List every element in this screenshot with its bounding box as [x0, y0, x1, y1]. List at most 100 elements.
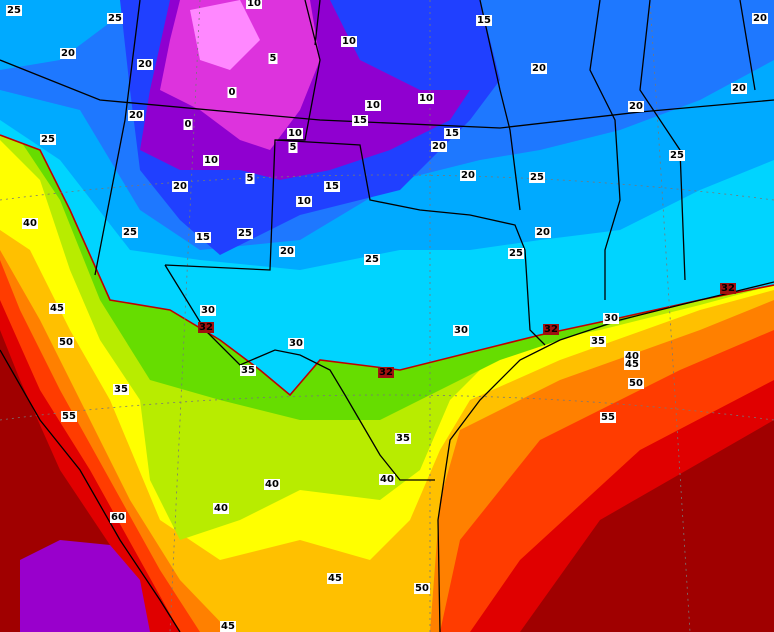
- label-box: [444, 128, 460, 139]
- label-box: [122, 227, 138, 238]
- contour-label: 25: [508, 248, 524, 259]
- contour-value: 15: [477, 15, 491, 26]
- contour-label: 25: [122, 227, 138, 238]
- contour-label: 10: [296, 196, 312, 207]
- contour-label: 45: [220, 621, 236, 632]
- label-box: [628, 101, 644, 112]
- contour-label: 40: [624, 351, 640, 362]
- contour-value: 15: [445, 128, 459, 139]
- label-box: [172, 181, 188, 192]
- contour-label: 40: [264, 479, 280, 490]
- label-box: [60, 48, 76, 59]
- label-box: [327, 573, 343, 584]
- label-box: [418, 93, 434, 104]
- contour-value: 32: [544, 324, 558, 335]
- contour-label: 25: [669, 150, 685, 161]
- contour-value: 35: [396, 433, 410, 444]
- label-box: [720, 283, 736, 294]
- contour-label: 50: [414, 583, 430, 594]
- contour-label: 30: [288, 338, 304, 349]
- label-box: [364, 254, 380, 265]
- contour-label: 20: [460, 170, 476, 181]
- contour-label: 10: [418, 93, 434, 104]
- contour-label: 20: [628, 101, 644, 112]
- label-box: [195, 232, 211, 243]
- contour-label: 10: [287, 128, 303, 139]
- contour-label: 25: [107, 13, 123, 24]
- contour-value: 25: [670, 150, 684, 161]
- contour-value: 10: [419, 93, 433, 104]
- label-box: [40, 134, 56, 145]
- label-box: [107, 13, 123, 24]
- contour-value: 25: [365, 254, 379, 265]
- contour-value: 20: [629, 101, 643, 112]
- contour-value: 30: [604, 313, 618, 324]
- label-box: [535, 227, 551, 238]
- contour-label: 20: [431, 141, 447, 152]
- label-box: [476, 15, 492, 26]
- contour-value: 20: [536, 227, 550, 238]
- label-box: [200, 305, 216, 316]
- contour-label: 25: [40, 134, 56, 145]
- contour-labels: 2525202010500101520202020101015105152020…: [6, 0, 768, 632]
- label-box: [431, 141, 447, 152]
- contour-value: 10: [342, 36, 356, 47]
- contour-value: 20: [129, 110, 143, 121]
- contour-value: 25: [41, 134, 55, 145]
- contour-label: 45: [624, 359, 640, 370]
- contour-label: 60: [110, 512, 126, 523]
- contour-value: 45: [50, 303, 64, 314]
- label-box: [279, 246, 295, 257]
- label-box: [22, 218, 38, 229]
- contour-value: 25: [530, 172, 544, 183]
- contour-label: 45: [327, 573, 343, 584]
- label-box: [6, 5, 22, 16]
- contour-value: 45: [221, 621, 235, 632]
- contour-value: 35: [591, 336, 605, 347]
- freezing-line: [0, 134, 774, 397]
- contour-value: 25: [108, 13, 122, 24]
- contour-label: 55: [61, 411, 77, 422]
- contour-label: 10: [246, 0, 262, 9]
- label-box: [624, 351, 640, 362]
- contour-label: 25: [364, 254, 380, 265]
- contour-value: 25: [238, 228, 252, 239]
- contour-label: 45: [49, 303, 65, 314]
- label-box: [628, 378, 644, 389]
- label-box: [752, 13, 768, 24]
- contour-label: 15: [324, 181, 340, 192]
- contour-label: 20: [172, 181, 188, 192]
- contour-label: 20: [60, 48, 76, 59]
- contour-value: 20: [461, 170, 475, 181]
- contour-value: 40: [265, 479, 279, 490]
- contour-value: 55: [62, 411, 76, 422]
- label-box: [203, 155, 219, 166]
- contour-value: 25: [509, 248, 523, 259]
- label-box: [268, 53, 278, 64]
- contour-label: 25: [529, 172, 545, 183]
- contour-value: 55: [601, 412, 615, 423]
- contour-value: 10: [366, 100, 380, 111]
- contour-value: 45: [625, 359, 639, 370]
- contour-value: 20: [432, 141, 446, 152]
- contour-value: 30: [289, 338, 303, 349]
- contour-value: 40: [380, 474, 394, 485]
- label-box: [113, 384, 129, 395]
- label-box: [378, 367, 394, 378]
- contour-value: 15: [353, 115, 367, 126]
- contour-value: 50: [415, 583, 429, 594]
- contour-value: 10: [247, 0, 261, 9]
- contour-label: 40: [22, 218, 38, 229]
- contour-value: 60: [111, 512, 125, 523]
- label-box: [352, 115, 368, 126]
- label-box: [395, 433, 411, 444]
- contour-value: 50: [59, 337, 73, 348]
- contour-label: 40: [213, 503, 229, 514]
- contour-label: 15: [352, 115, 368, 126]
- contour-label: 35: [113, 384, 129, 395]
- label-box: [296, 196, 312, 207]
- contour-value: 10: [288, 128, 302, 139]
- contour-value: 45: [328, 573, 342, 584]
- label-box: [453, 325, 469, 336]
